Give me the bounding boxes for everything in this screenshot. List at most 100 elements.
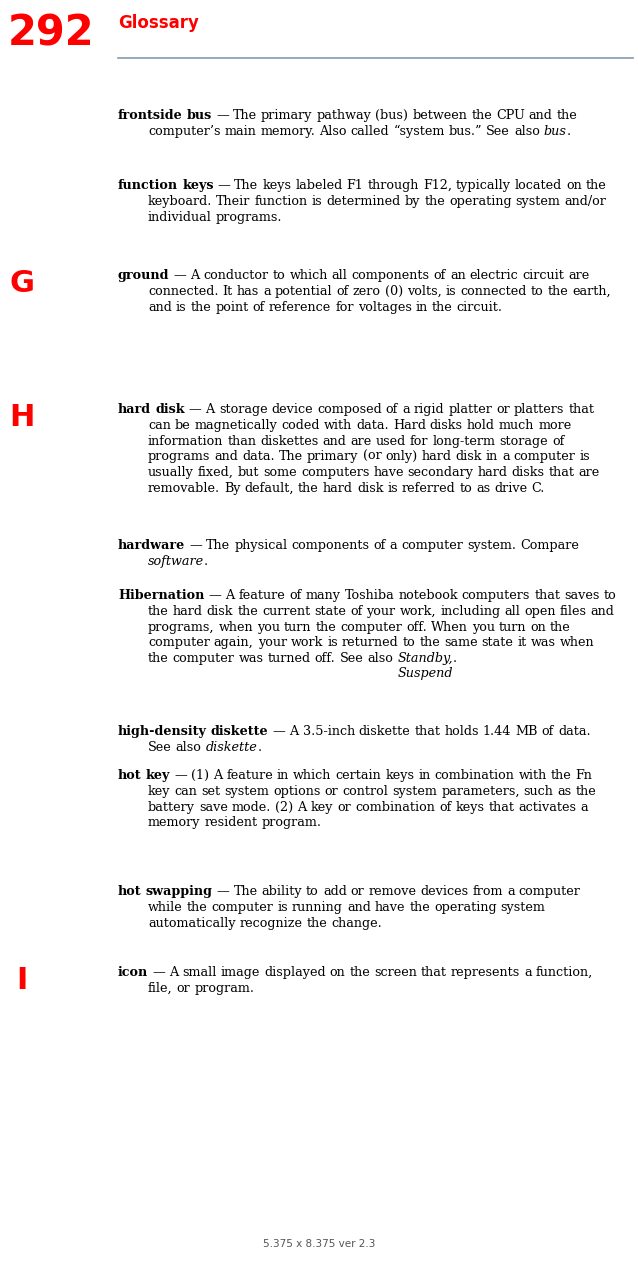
Text: current: current	[262, 605, 310, 618]
Text: storage: storage	[219, 403, 267, 416]
Text: The: The	[206, 539, 230, 552]
Text: of: of	[552, 435, 565, 447]
Text: —: —	[218, 179, 230, 192]
Text: See: See	[486, 125, 510, 137]
Text: system: system	[225, 784, 269, 798]
Text: .: .	[257, 741, 262, 754]
Text: secondary: secondary	[408, 466, 474, 479]
Text: by: by	[404, 194, 420, 207]
Text: primary: primary	[307, 450, 359, 464]
Text: connected: connected	[460, 285, 526, 297]
Text: the: the	[148, 652, 168, 665]
Text: earth,: earth,	[572, 285, 611, 297]
Text: The: The	[233, 109, 257, 122]
Text: as: as	[558, 784, 572, 798]
Text: operating: operating	[449, 194, 512, 207]
Text: keys: keys	[182, 179, 214, 192]
Text: located: located	[515, 179, 562, 192]
Text: drive: drive	[494, 482, 528, 494]
Text: H: H	[10, 403, 34, 432]
Text: and: and	[214, 450, 238, 464]
Text: system.: system.	[467, 539, 516, 552]
Text: used: used	[376, 435, 406, 447]
Text: to: to	[460, 482, 473, 494]
Text: function: function	[118, 179, 178, 192]
Text: the: the	[586, 179, 607, 192]
Text: running: running	[292, 901, 343, 914]
Text: files: files	[560, 605, 586, 618]
Text: the: the	[432, 301, 452, 314]
Text: saves: saves	[564, 588, 600, 602]
Text: in: in	[486, 450, 498, 464]
Text: program.: program.	[262, 816, 322, 830]
Text: change.: change.	[331, 916, 382, 929]
Text: —: —	[189, 403, 202, 416]
Text: many: many	[306, 588, 341, 602]
Text: have: have	[373, 466, 404, 479]
Text: that: that	[549, 466, 575, 479]
Text: recognize: recognize	[240, 916, 302, 929]
Text: .: .	[204, 555, 208, 568]
Text: composed: composed	[317, 403, 382, 416]
Text: Their: Their	[216, 194, 251, 207]
Text: diskettes: diskettes	[260, 435, 318, 447]
Text: is: is	[580, 450, 590, 464]
Text: and: and	[347, 901, 371, 914]
Text: has: has	[237, 285, 259, 297]
Text: a: a	[507, 885, 515, 899]
Text: to: to	[306, 885, 319, 899]
Text: automatically: automatically	[148, 916, 235, 929]
Text: —: —	[189, 539, 202, 552]
Text: magnetically: magnetically	[195, 419, 278, 432]
Text: in: in	[277, 769, 289, 782]
Text: operating: operating	[434, 901, 496, 914]
Text: computer: computer	[148, 637, 210, 649]
Text: disk: disk	[155, 403, 185, 416]
Text: “system: “system	[394, 125, 445, 139]
Text: on: on	[530, 620, 546, 634]
Text: function,: function,	[536, 966, 593, 979]
Text: the: the	[298, 482, 319, 494]
Text: all: all	[332, 269, 348, 282]
Text: keys: keys	[385, 769, 414, 782]
Text: state: state	[482, 637, 514, 649]
Text: memory.: memory.	[260, 125, 315, 137]
Text: .: .	[567, 125, 571, 137]
Text: computer: computer	[401, 539, 463, 552]
Text: —: —	[152, 966, 165, 979]
Text: that: that	[421, 966, 447, 979]
Text: or: or	[325, 784, 339, 798]
Text: programs.: programs.	[216, 211, 283, 224]
Text: that: that	[568, 403, 595, 416]
Text: was: was	[531, 637, 556, 649]
Text: the: the	[575, 784, 597, 798]
Text: See: See	[148, 741, 172, 754]
Text: labeled: labeled	[295, 179, 343, 192]
Text: image: image	[221, 966, 260, 979]
Text: and: and	[529, 109, 553, 122]
Text: electric: electric	[470, 269, 519, 282]
Text: function: function	[255, 194, 308, 207]
Text: called: called	[351, 125, 389, 137]
Text: represents: represents	[451, 966, 520, 979]
Text: When: When	[431, 620, 468, 634]
Text: resident: resident	[205, 816, 258, 830]
Text: remove: remove	[369, 885, 417, 899]
Text: program.: program.	[195, 981, 255, 995]
Text: diskette: diskette	[211, 724, 269, 738]
Text: to: to	[604, 588, 616, 602]
Text: data.: data.	[356, 419, 389, 432]
Text: the: the	[316, 620, 336, 634]
Text: or: or	[177, 981, 190, 995]
Text: usually: usually	[148, 466, 194, 479]
Text: F1: F1	[346, 179, 364, 192]
Text: between: between	[412, 109, 467, 122]
Text: are: are	[350, 435, 372, 447]
Text: through: through	[367, 179, 419, 192]
Text: conductor: conductor	[204, 269, 269, 282]
Text: is: is	[387, 482, 398, 494]
Text: voltages: voltages	[358, 301, 412, 314]
Text: F12,: F12,	[423, 179, 452, 192]
Text: default,: default,	[244, 482, 294, 494]
Text: add: add	[323, 885, 346, 899]
